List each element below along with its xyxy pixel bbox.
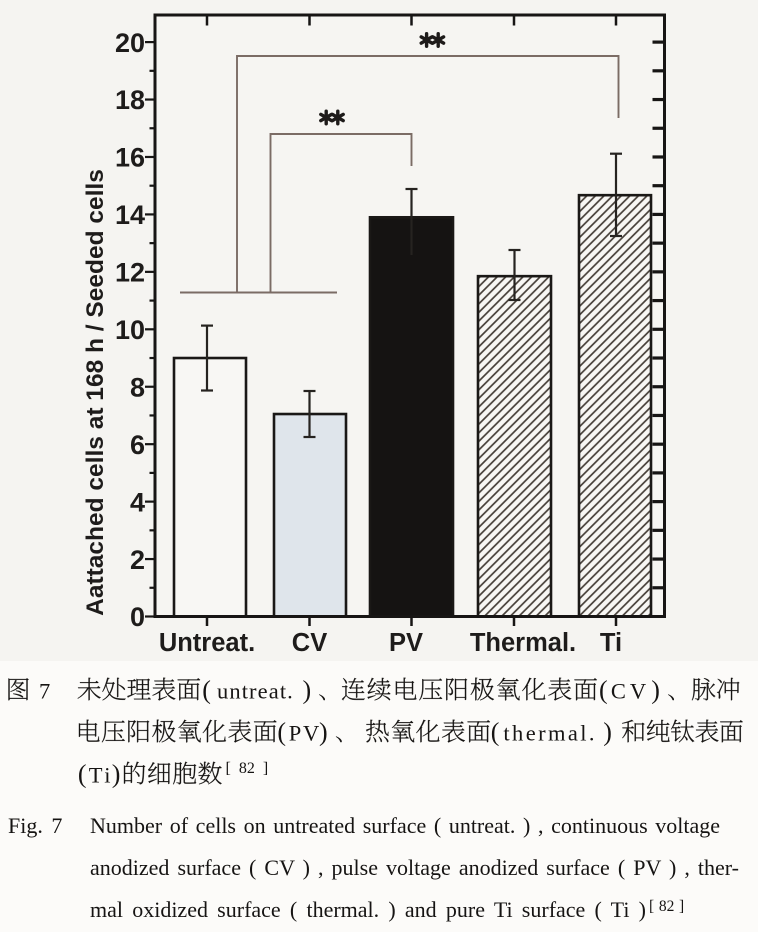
- svg-text:thermal.: thermal.: [503, 721, 597, 746]
- svg-text:PV: PV: [389, 629, 423, 657]
- svg-text:10: 10: [115, 315, 145, 345]
- svg-text:Aattached cells at 168 h / See: Aattached cells at 168 h / Seeded cells: [82, 169, 109, 616]
- svg-text:Ti: Ti: [600, 629, 622, 657]
- svg-text:anodized surface ( CV ) , puls: anodized surface ( CV ) , pulse voltage …: [90, 855, 739, 880]
- svg-text:(: (: [599, 676, 608, 705]
- svg-text:PV: PV: [289, 721, 321, 746]
- svg-text:Number of cells on untreated s: Number of cells on untreated surface ( u…: [90, 813, 720, 838]
- svg-text:0: 0: [130, 602, 145, 632]
- svg-text:2: 2: [130, 545, 145, 575]
- svg-text:untreat.: untreat.: [217, 679, 294, 704]
- svg-text:Ti: Ti: [89, 763, 113, 788]
- svg-text:): ): [603, 718, 612, 747]
- svg-text:14: 14: [115, 200, 145, 230]
- svg-text:8: 8: [130, 372, 145, 402]
- svg-text:18: 18: [115, 85, 145, 115]
- svg-text:CV: CV: [292, 629, 327, 657]
- svg-text:20: 20: [115, 28, 145, 58]
- svg-text:): ): [112, 760, 121, 789]
- svg-text:): ): [303, 676, 312, 705]
- svg-text:(: (: [277, 718, 286, 747]
- svg-text:mal oxidized surface ( thermal: mal oxidized surface ( thermal. ) and pu…: [90, 897, 646, 922]
- svg-text:Fig. 7: Fig. 7: [8, 813, 62, 838]
- svg-text:): ): [651, 676, 660, 705]
- svg-text:Untreat.: Untreat.: [159, 629, 255, 657]
- svg-text:(: (: [491, 718, 500, 747]
- svg-text:[ 82 ]: [ 82 ]: [226, 760, 269, 777]
- svg-text:16: 16: [115, 143, 145, 173]
- svg-text:Thermal.: Thermal.: [470, 629, 576, 657]
- svg-text:): ): [319, 718, 328, 747]
- svg-text:12: 12: [115, 258, 145, 288]
- svg-text:[ 82 ]: [ 82 ]: [649, 898, 684, 915]
- svg-text:7: 7: [39, 679, 50, 704]
- svg-text:(: (: [202, 676, 211, 705]
- svg-text:4: 4: [130, 487, 145, 517]
- svg-text:(: (: [78, 760, 87, 789]
- svg-text:CV: CV: [611, 679, 650, 704]
- svg-text:6: 6: [130, 430, 145, 460]
